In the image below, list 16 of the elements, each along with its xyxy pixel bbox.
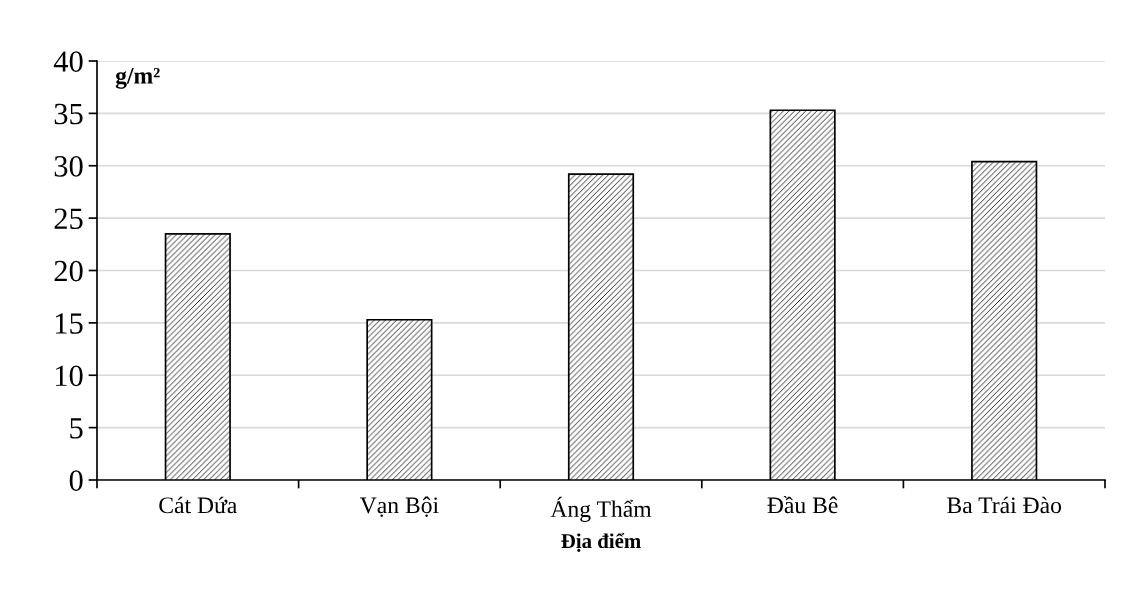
x-tick-label: Đầu Bê <box>767 495 838 514</box>
y-tick-label: 0 <box>69 470 83 491</box>
x-tick-label: Ba Trái Đào <box>947 496 1062 514</box>
x-tick-label: Vạn Bội <box>359 496 439 517</box>
y-axis-title: g/m² <box>115 67 160 89</box>
y-tick-label: 25 <box>54 208 83 230</box>
x-axis-title: Địa điểm <box>561 532 641 552</box>
y-tick-label: 10 <box>55 365 83 387</box>
y-tick-label: 30 <box>54 156 83 177</box>
y-tick-label: 35 <box>54 103 83 125</box>
x-tick-label: Cát Dứa <box>159 496 237 514</box>
y-tick-label: 20 <box>54 260 83 282</box>
y-tick-label: 15 <box>55 313 83 334</box>
y-tick-label: 5 <box>70 418 83 439</box>
x-tick-label: Áng Thẩm <box>550 496 652 522</box>
y-tick-label: 40 <box>53 51 83 72</box>
